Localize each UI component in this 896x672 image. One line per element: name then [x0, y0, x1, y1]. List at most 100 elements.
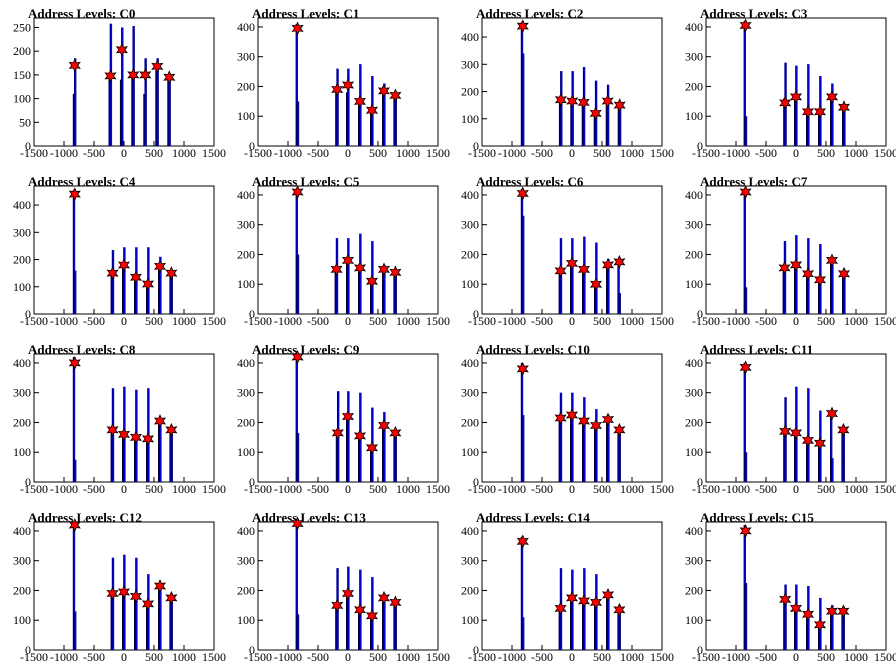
peak-star-marker: [801, 433, 815, 448]
x-tick-label: 1500: [650, 650, 674, 664]
y-tick-label: 0: [473, 139, 479, 153]
histogram-bar: [619, 605, 621, 650]
peak-star-marker: [554, 92, 567, 107]
chart-svg: 0 100 200 300 400 -1500 -1000 -500 0 500 1000 1500: [685, 353, 896, 496]
peak-star-marker: [613, 254, 626, 269]
x-tick-label: -500: [755, 314, 777, 328]
histogram-bar: [74, 611, 77, 650]
histogram-bar: [843, 425, 845, 482]
histogram-bar: [383, 264, 386, 314]
peak-star-marker: [565, 408, 579, 423]
x-tick-label: -1500: [468, 314, 496, 328]
y-tick-label: 300: [13, 386, 31, 400]
histogram-bar: [521, 536, 524, 650]
x-tick-label: 0: [569, 146, 575, 160]
peak-star-marker: [601, 94, 614, 109]
peak-star-marker: [353, 602, 367, 617]
peak-star-marker: [825, 89, 839, 104]
y-tick-label: 300: [461, 57, 479, 71]
x-tick-label: -1000: [274, 650, 302, 664]
chart-svg: 0 100 200 300 400 -1500 -1000 -500 0 500 1000 1500: [237, 184, 450, 328]
histogram-bar: [156, 58, 159, 146]
x-tick-label: 1500: [426, 146, 450, 160]
chart-title: Address Levels: C15: [700, 510, 814, 525]
x-tick-label: 500: [369, 482, 387, 496]
histogram-bar: [296, 188, 298, 314]
peak-star-marker: [68, 187, 81, 202]
y-tick-label: 400: [461, 524, 479, 538]
y-tick-label: 50: [19, 115, 31, 129]
peak-star-marker: [365, 440, 379, 455]
chart-panel-4: Address Levels: C4 0 100 200 300 400 -1500 -100…: [0, 168, 226, 336]
x-tick-label: -500: [83, 482, 105, 496]
peak-star-marker: [778, 260, 791, 275]
histogram-bar: [784, 584, 787, 650]
histogram-bar: [74, 58, 77, 146]
y-tick-label: 100: [13, 613, 31, 627]
x-tick-label: -1500: [20, 314, 48, 328]
chart-title: Address Levels: C5: [252, 174, 360, 189]
x-tick-label: -500: [755, 146, 777, 160]
chart-panel-3: Address Levels: C3 0 100 200 300 400 -1500 -100…: [672, 0, 896, 168]
histogram-bar: [296, 23, 298, 146]
x-tick-label: 500: [593, 146, 611, 160]
x-tick-label: 500: [145, 482, 163, 496]
histogram-bar: [123, 554, 126, 650]
chart-panel-1: Address Levels: C1 0 100 200 300 400 -1500 -100…: [224, 0, 450, 168]
chart-panel-5: Address Levels: C5 0 100 200 300 400 -1500 -100…: [224, 168, 450, 336]
peak-star-marker: [341, 409, 355, 424]
peak-star-marker: [813, 104, 827, 119]
peak-star-marker: [837, 604, 850, 619]
peak-star-marker: [789, 257, 803, 272]
y-tick-label: 100: [461, 112, 479, 126]
x-tick-label: -1500: [468, 146, 496, 160]
x-tick-label: 500: [593, 650, 611, 664]
x-tick-label: 500: [593, 314, 611, 328]
peak-star-marker: [577, 413, 591, 428]
histogram-bar: [617, 261, 620, 314]
peak-star-marker: [68, 58, 81, 73]
peak-star-marker: [739, 523, 752, 538]
y-tick-label: 100: [13, 280, 31, 294]
peak-star-marker: [377, 262, 391, 277]
histogram-bar: [135, 557, 138, 650]
peak-star-marker: [291, 349, 304, 364]
histogram-bar: [383, 83, 386, 146]
y-tick-label: 200: [13, 253, 31, 267]
x-tick-label: 1500: [426, 650, 450, 664]
peak-star-marker: [129, 270, 143, 285]
peak-star-marker: [151, 59, 164, 74]
y-tick-label: 200: [461, 247, 479, 261]
x-tick-label: 1000: [172, 650, 196, 664]
chart-panel-14: Address Levels: C14 0 100 200 300 400 -1500 -10…: [448, 504, 674, 672]
chart-svg: 0 100 200 300 400 -1500 -1000 -500 0 500 1000 1500: [461, 185, 674, 328]
chart-title: Address Levels: C1: [252, 6, 360, 21]
x-tick-label: -1000: [50, 482, 78, 496]
y-tick-label: 300: [685, 386, 703, 400]
peak-star-marker: [127, 67, 140, 82]
x-tick-label: -1000: [50, 146, 78, 160]
chart-panel-8: Address Levels: C8 0 100 200 300 400 -1500 -100…: [0, 336, 226, 504]
histogram-bar: [336, 238, 339, 314]
peak-star-marker: [779, 592, 792, 607]
histogram-bar: [745, 583, 748, 650]
peak-star-marker: [516, 534, 529, 549]
x-tick-label: 0: [793, 146, 799, 160]
chart-title: Address Levels: C0: [28, 6, 136, 21]
y-tick-label: 400: [685, 356, 703, 370]
y-tick-label: 0: [249, 475, 255, 489]
peak-star-marker: [341, 586, 355, 601]
chart-panel-7: Address Levels: C7 0 100 200 300 400 -1500 -100…: [672, 168, 896, 336]
chart-title: Address Levels: C9: [252, 342, 360, 357]
x-tick-label: -1000: [50, 314, 78, 328]
histogram-bar: [571, 71, 574, 146]
y-tick-label: 100: [237, 277, 255, 291]
y-tick-label: 0: [25, 307, 31, 321]
histogram-bar: [159, 256, 162, 314]
x-tick-label: -1500: [244, 146, 272, 160]
peak-star-marker: [825, 406, 839, 421]
x-tick-label: -500: [531, 146, 553, 160]
histogram-bar: [121, 27, 124, 146]
x-tick-label: -1000: [50, 650, 78, 664]
peak-star-marker: [801, 607, 815, 622]
